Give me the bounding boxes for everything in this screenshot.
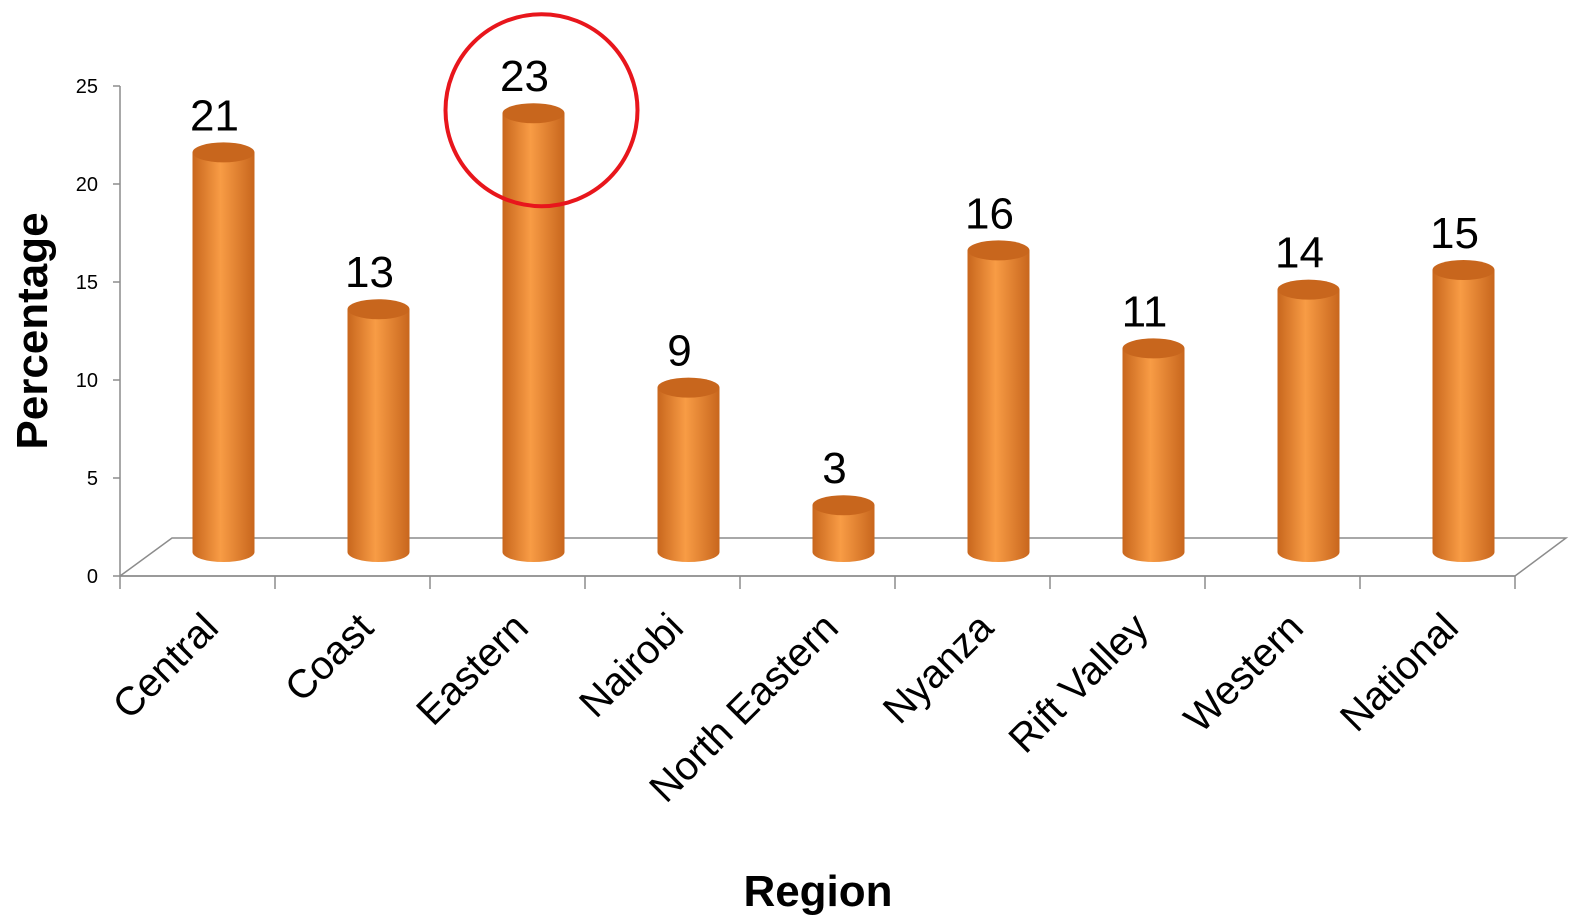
bar-central bbox=[192, 142, 255, 562]
data-label: 15 bbox=[1430, 209, 1479, 258]
bar-coast bbox=[347, 299, 410, 562]
y-tick-label: 15 bbox=[76, 272, 98, 294]
bar-top bbox=[812, 495, 875, 516]
bar-national bbox=[1432, 260, 1495, 562]
bar-body bbox=[502, 113, 565, 562]
bar-body bbox=[192, 152, 255, 562]
bar-top bbox=[192, 142, 255, 163]
x-axis-title: Region bbox=[743, 867, 892, 916]
bar-nairobi bbox=[657, 377, 720, 562]
bar-top bbox=[657, 377, 720, 398]
x-tick-label: Coast bbox=[277, 605, 382, 710]
y-tick-label: 25 bbox=[76, 76, 98, 98]
data-labels: 21 13 23 9 3 16 11 14 15 bbox=[190, 52, 1479, 493]
y-tick-label: 10 bbox=[76, 370, 98, 392]
highlight-circle bbox=[443, 12, 640, 209]
bar-body bbox=[657, 387, 720, 562]
x-tick-label: Western bbox=[1176, 605, 1312, 741]
bar-top bbox=[347, 299, 410, 320]
bar-body bbox=[967, 250, 1030, 562]
bar-body bbox=[1277, 289, 1340, 562]
data-label: 23 bbox=[500, 52, 549, 101]
bar-western bbox=[1277, 279, 1340, 562]
y-tick-label: 20 bbox=[76, 174, 98, 196]
bar-top bbox=[1122, 338, 1185, 359]
bars bbox=[192, 103, 1495, 562]
bar-body bbox=[1122, 348, 1185, 562]
data-label: 13 bbox=[345, 248, 394, 297]
x-tick-label: Nairobi bbox=[571, 605, 692, 726]
x-tick-label: Central bbox=[105, 605, 227, 727]
bar-top bbox=[1277, 279, 1340, 300]
y-tick-label: 5 bbox=[87, 468, 98, 490]
bar-top bbox=[502, 103, 565, 124]
bar-top bbox=[967, 240, 1030, 261]
x-tick-label: National bbox=[1332, 605, 1467, 740]
data-label: 3 bbox=[822, 444, 846, 493]
bar-eastern bbox=[502, 103, 565, 562]
bar-top bbox=[1432, 260, 1495, 280]
x-tick-label: Nyanza bbox=[875, 605, 1003, 733]
data-label: 16 bbox=[965, 189, 1014, 238]
bar-rift-valley bbox=[1122, 338, 1185, 562]
data-label: 14 bbox=[1275, 229, 1324, 278]
data-label: 21 bbox=[190, 91, 239, 140]
data-label: 9 bbox=[667, 327, 691, 376]
bar-body bbox=[1432, 270, 1495, 562]
x-tick-label: Rift Valley bbox=[1001, 605, 1157, 761]
y-axis-title: Percentage bbox=[8, 212, 57, 449]
bar-body bbox=[347, 309, 410, 562]
y-axis-ticks: 0 5 10 15 20 25 bbox=[76, 76, 1516, 589]
y-tick-label: 0 bbox=[87, 566, 98, 588]
x-tick-label: Eastern bbox=[408, 605, 537, 734]
bar-north-eastern bbox=[812, 495, 875, 562]
bar-nyanza bbox=[967, 240, 1030, 562]
data-label: 11 bbox=[1122, 287, 1168, 336]
bar-body bbox=[812, 505, 875, 562]
